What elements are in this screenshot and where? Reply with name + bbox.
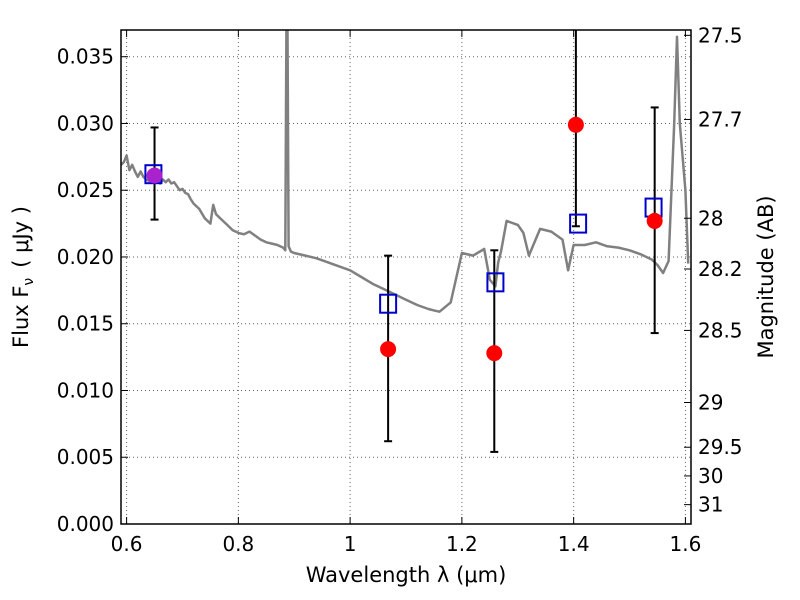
grid xyxy=(121,30,691,525)
x-tick-label: 1.2 xyxy=(446,532,478,556)
observed-flux-point xyxy=(146,167,163,184)
x-axis-label: Wavelength λ (μm) xyxy=(306,563,507,587)
y-right-tick-label: 29 xyxy=(698,391,723,415)
y-tick-label: 0.035 xyxy=(57,45,114,69)
model-band-square xyxy=(379,293,398,314)
y-right-tick-label: 28 xyxy=(698,206,723,230)
y-right-tick-label: 29.5 xyxy=(698,435,743,459)
y-tick-label: 0.020 xyxy=(57,245,114,269)
plot-frame xyxy=(120,29,692,525)
plot-area xyxy=(121,30,690,453)
y-right-tick-label: 31 xyxy=(698,493,723,517)
y-tick-label: 0.025 xyxy=(57,178,114,202)
y-tick-label: 0.000 xyxy=(57,512,114,536)
y-right-tick-label: 27.7 xyxy=(698,107,743,131)
model-band-square xyxy=(486,272,505,293)
model-spectrum-line xyxy=(121,30,690,313)
y-right-tick-label: 28.5 xyxy=(698,318,743,342)
y-right-tick-label: 28.2 xyxy=(698,257,743,281)
y-axis-label: Flux Fν ( μJy ) xyxy=(9,206,37,348)
observed-flux-point xyxy=(646,212,663,229)
observed-flux-point xyxy=(567,116,584,133)
y-tick-label: 0.005 xyxy=(57,445,114,469)
model-band-square xyxy=(569,213,588,234)
y-tick-label: 0.010 xyxy=(57,378,114,402)
x-tick-label: 1 xyxy=(344,532,357,556)
y-axis-label-main: Flux F xyxy=(9,286,33,348)
y-right-tick-label: 27.5 xyxy=(698,23,743,47)
x-tick-label: 0.8 xyxy=(222,532,254,556)
observed-flux-point xyxy=(486,345,503,362)
x-tick-label: 1.6 xyxy=(670,532,702,556)
y-right-tick-label: 30 xyxy=(698,464,723,488)
y-tick-label: 0.030 xyxy=(57,111,114,135)
x-tick-label: 1.4 xyxy=(558,532,590,556)
y-axis-label-subscript: ν xyxy=(21,278,37,286)
axis-ticks: 0.6 0.8 1 1.2 1.4 1.6 0.000 0.005 0.010 0.015 0.02… xyxy=(57,23,743,556)
observed-flux-point xyxy=(380,341,397,358)
x-tick-label: 0.6 xyxy=(111,532,143,556)
y-axis-right-label: Magnitude (AB) xyxy=(754,195,778,358)
y-tick-label: 0.015 xyxy=(57,312,114,336)
y-axis-label-unit: ( μJy ) xyxy=(9,206,33,268)
